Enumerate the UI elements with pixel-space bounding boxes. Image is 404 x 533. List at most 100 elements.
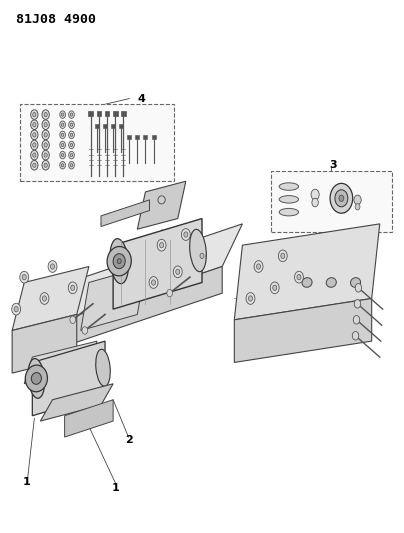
Ellipse shape <box>117 259 121 264</box>
Circle shape <box>60 161 65 169</box>
Circle shape <box>61 143 64 147</box>
Circle shape <box>335 190 348 207</box>
Text: 3: 3 <box>330 160 337 170</box>
Circle shape <box>181 229 190 240</box>
Circle shape <box>33 112 36 117</box>
Bar <box>95 124 99 128</box>
Circle shape <box>42 160 49 170</box>
Circle shape <box>200 253 204 259</box>
Circle shape <box>70 143 73 147</box>
Circle shape <box>278 250 287 262</box>
Circle shape <box>295 271 303 283</box>
Circle shape <box>353 316 360 324</box>
Circle shape <box>31 130 38 140</box>
Bar <box>121 111 126 116</box>
Circle shape <box>40 293 49 304</box>
Circle shape <box>42 296 46 301</box>
Circle shape <box>70 133 73 136</box>
Ellipse shape <box>110 239 128 284</box>
Circle shape <box>184 232 188 237</box>
Text: 2: 2 <box>125 435 133 445</box>
Bar <box>119 124 123 128</box>
Circle shape <box>70 154 73 157</box>
Bar <box>127 135 131 139</box>
Circle shape <box>355 204 360 210</box>
Circle shape <box>61 154 64 157</box>
Circle shape <box>312 198 318 207</box>
Bar <box>105 111 109 116</box>
Polygon shape <box>32 341 105 416</box>
Polygon shape <box>137 181 186 229</box>
Circle shape <box>173 266 182 278</box>
Circle shape <box>281 253 285 259</box>
Circle shape <box>355 284 362 292</box>
Circle shape <box>69 141 74 149</box>
Ellipse shape <box>326 278 336 287</box>
Circle shape <box>33 153 36 157</box>
Polygon shape <box>81 266 145 330</box>
Circle shape <box>167 289 173 297</box>
Bar <box>271 171 392 232</box>
Circle shape <box>69 161 74 169</box>
Circle shape <box>31 160 38 170</box>
Circle shape <box>60 131 65 139</box>
Ellipse shape <box>351 278 360 287</box>
Circle shape <box>82 327 88 334</box>
Polygon shape <box>234 298 372 362</box>
Circle shape <box>33 163 36 167</box>
Circle shape <box>257 264 261 269</box>
Circle shape <box>61 133 64 136</box>
Circle shape <box>31 120 38 130</box>
Text: 4: 4 <box>137 94 145 103</box>
Circle shape <box>176 269 180 274</box>
Ellipse shape <box>279 196 299 203</box>
Circle shape <box>44 163 47 167</box>
Ellipse shape <box>189 229 206 272</box>
Circle shape <box>60 111 65 118</box>
Circle shape <box>273 285 277 290</box>
Text: 81J08 4900: 81J08 4900 <box>16 13 96 26</box>
Polygon shape <box>32 266 222 357</box>
Circle shape <box>33 143 36 147</box>
Bar <box>135 135 139 139</box>
Circle shape <box>354 195 361 205</box>
Circle shape <box>354 300 361 308</box>
Circle shape <box>330 183 353 213</box>
Polygon shape <box>12 266 89 330</box>
Circle shape <box>61 164 64 167</box>
Bar <box>113 111 118 116</box>
Ellipse shape <box>96 349 110 386</box>
Bar <box>20 104 174 181</box>
Ellipse shape <box>107 246 131 276</box>
Bar <box>111 124 115 128</box>
Circle shape <box>31 150 38 160</box>
Circle shape <box>60 141 65 149</box>
Ellipse shape <box>279 183 299 190</box>
Circle shape <box>42 150 49 160</box>
Circle shape <box>20 271 29 283</box>
Ellipse shape <box>113 254 125 269</box>
Circle shape <box>60 121 65 128</box>
Circle shape <box>44 133 47 137</box>
Circle shape <box>68 282 77 294</box>
Ellipse shape <box>32 373 41 384</box>
Circle shape <box>42 110 49 119</box>
Circle shape <box>70 316 76 324</box>
Circle shape <box>71 285 75 290</box>
Circle shape <box>160 243 164 248</box>
Circle shape <box>352 332 359 340</box>
Circle shape <box>33 123 36 127</box>
Circle shape <box>42 120 49 130</box>
Circle shape <box>61 113 64 116</box>
Circle shape <box>152 280 156 285</box>
Circle shape <box>33 133 36 137</box>
Circle shape <box>246 293 255 304</box>
Text: 1: 1 <box>22 478 30 487</box>
Circle shape <box>311 189 319 200</box>
Circle shape <box>69 121 74 128</box>
Polygon shape <box>24 341 97 384</box>
Circle shape <box>48 261 57 272</box>
Text: 1: 1 <box>111 483 119 492</box>
Bar <box>103 124 107 128</box>
Circle shape <box>157 239 166 251</box>
